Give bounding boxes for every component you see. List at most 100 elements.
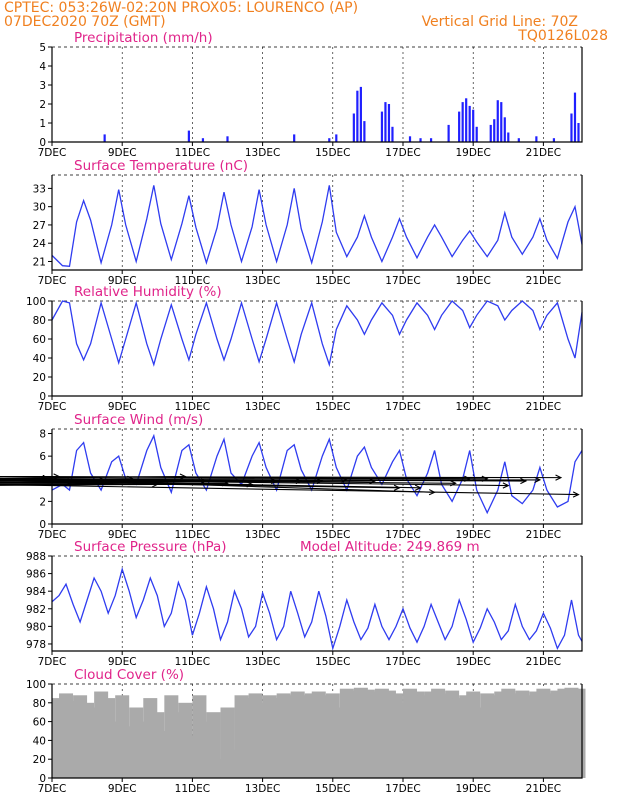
precip-bar-32 bbox=[535, 136, 538, 142]
temp-ytick-label-1: 24 bbox=[33, 238, 47, 250]
temp-ytick-label-4: 33 bbox=[33, 183, 46, 195]
wind-vector-head-15 bbox=[414, 484, 422, 491]
precip-bar-6 bbox=[335, 134, 338, 142]
press-ytick-label-4: 986 bbox=[26, 569, 46, 581]
precip-bar-33 bbox=[552, 138, 556, 142]
cloud-xtick-label-7: 21DEC bbox=[526, 783, 561, 795]
precip-bar-22 bbox=[468, 105, 471, 142]
press-xtick-label-7: 21DEC bbox=[526, 656, 561, 668]
wind-vector-24 bbox=[0, 484, 579, 496]
precip-bar-14 bbox=[391, 126, 394, 142]
wind-xtick-label-4: 15DEC bbox=[315, 529, 350, 541]
wind-xtick-label-2: 11DEC bbox=[175, 529, 210, 541]
precip-bar-8 bbox=[356, 90, 359, 142]
precip-bar-9 bbox=[359, 86, 362, 142]
press-ytick-label-1: 980 bbox=[26, 621, 46, 633]
precip-bar-0 bbox=[103, 134, 106, 142]
precip-xtick-label-7: 21DEC bbox=[526, 147, 561, 159]
header-grid-note: Vertical Grid Line: 70Z bbox=[421, 14, 578, 30]
wind-frame bbox=[51, 429, 583, 525]
temp-panel bbox=[48, 174, 583, 274]
precip-bar-11 bbox=[380, 111, 384, 142]
precip-bar-2 bbox=[201, 138, 205, 142]
precip-xtick-label-0: 7DEC bbox=[38, 147, 67, 159]
precip-bar-26 bbox=[493, 119, 496, 142]
rh-ytick-label-5: 100 bbox=[26, 296, 46, 308]
cloud-ytick-label-0: 0 bbox=[39, 773, 46, 785]
precip-bar-28 bbox=[500, 102, 503, 142]
precip-bar-7 bbox=[352, 113, 355, 142]
press-xtick-label-3: 13DEC bbox=[245, 656, 280, 668]
rh-title: Relative Humidity (%) bbox=[74, 284, 222, 300]
cloud-ytick-label-5: 100 bbox=[26, 679, 46, 691]
precip-bar-25 bbox=[489, 124, 492, 142]
temp-frame bbox=[51, 175, 583, 271]
precip-bar-5 bbox=[328, 138, 331, 142]
wind-panel bbox=[0, 428, 583, 528]
rh-xtick-label-6: 19DEC bbox=[455, 401, 490, 413]
press-frame bbox=[51, 556, 583, 652]
press-ytick-label-3: 984 bbox=[26, 586, 46, 598]
wind-vector-head-20 bbox=[502, 482, 510, 489]
temp-xtick-label-1: 9DEC bbox=[108, 275, 137, 287]
wind-ytick-label-1: 2 bbox=[39, 496, 46, 508]
wind-ytick-label-4: 8 bbox=[39, 429, 46, 441]
cloud-ytick-label-3: 60 bbox=[33, 717, 46, 729]
cloud-frame bbox=[51, 684, 583, 779]
cloud-xtick-label-5: 17DEC bbox=[385, 783, 420, 795]
precip-bar-30 bbox=[507, 132, 510, 142]
temp-xtick-label-0: 7DEC bbox=[38, 275, 67, 287]
wind-xtick-label-6: 19DEC bbox=[455, 529, 490, 541]
precip-ytick-label-0: 0 bbox=[39, 137, 46, 149]
wind-vector-head-22 bbox=[534, 476, 542, 483]
rh-xtick-label-4: 15DEC bbox=[315, 401, 350, 413]
rh-xtick-label-2: 11DEC bbox=[175, 401, 210, 413]
header-date: 07DEC2020 70Z (GMT) bbox=[4, 14, 166, 30]
rh-panel bbox=[48, 300, 583, 400]
press-xtick-label-4: 15DEC bbox=[315, 656, 350, 668]
cloud-xtick-label-2: 11DEC bbox=[175, 783, 210, 795]
precip-bar-21 bbox=[465, 98, 468, 142]
wind-xtick-label-3: 13DEC bbox=[245, 529, 280, 541]
cloud-xtick-label-6: 19DEC bbox=[455, 783, 490, 795]
precip-bar-23 bbox=[472, 109, 475, 142]
rh-ytick-label-2: 40 bbox=[33, 353, 46, 365]
wind-vector-head-23 bbox=[555, 474, 563, 481]
rh-ytick-label-3: 60 bbox=[33, 334, 46, 346]
precip-xtick-label-5: 17DEC bbox=[385, 147, 420, 159]
press-annotation: Model Altitude: 249.869 m bbox=[300, 539, 480, 555]
cloud-xtick-label-0: 7DEC bbox=[38, 783, 67, 795]
wind-series-line bbox=[51, 433, 583, 515]
temp-ytick-label-2: 27 bbox=[33, 220, 46, 232]
precip-bar-27 bbox=[496, 100, 499, 142]
rh-ytick-label-4: 80 bbox=[33, 315, 46, 327]
precip-bar-19 bbox=[458, 111, 461, 142]
precip-xtick-label-1: 9DEC bbox=[108, 147, 137, 159]
press-xtick-label-2: 11DEC bbox=[175, 656, 210, 668]
rh-xtick-label-5: 17DEC bbox=[385, 401, 420, 413]
precip-xtick-label-6: 19DEC bbox=[455, 147, 490, 159]
precip-bar-35 bbox=[573, 92, 577, 142]
cloud-xtick-label-3: 13DEC bbox=[245, 783, 280, 795]
wind-xtick-label-7: 21DEC bbox=[526, 529, 561, 541]
press-xtick-label-1: 9DEC bbox=[108, 656, 137, 668]
cloud-ytick-label-1: 20 bbox=[33, 754, 46, 766]
cloud-title: Cloud Cover (%) bbox=[74, 667, 184, 683]
header-line1: CPTEC: 053:26W-02:20N PROX05: LOURENCO (… bbox=[4, 0, 359, 16]
temp-title: Surface Temperature (nC) bbox=[74, 158, 248, 174]
rh-ytick-label-0: 0 bbox=[39, 391, 46, 403]
rh-frame bbox=[51, 301, 583, 397]
press-ytick-label-5: 988 bbox=[26, 551, 46, 563]
wind-xtick-label-0: 7DEC bbox=[38, 529, 67, 541]
cloud-ytick-label-4: 80 bbox=[33, 698, 46, 710]
precip-bar-24 bbox=[475, 126, 478, 142]
precip-title: Precipitation (mm/h) bbox=[74, 30, 213, 46]
precip-bar-36 bbox=[577, 123, 580, 142]
rh-xtick-label-7: 21DEC bbox=[526, 401, 561, 413]
precip-ytick-label-4: 4 bbox=[39, 61, 46, 73]
precip-bar-3 bbox=[226, 136, 229, 142]
precip-bar-10 bbox=[363, 121, 366, 142]
press-xtick-label-6: 19DEC bbox=[455, 656, 490, 668]
rh-xtick-label-1: 9DEC bbox=[108, 401, 137, 413]
